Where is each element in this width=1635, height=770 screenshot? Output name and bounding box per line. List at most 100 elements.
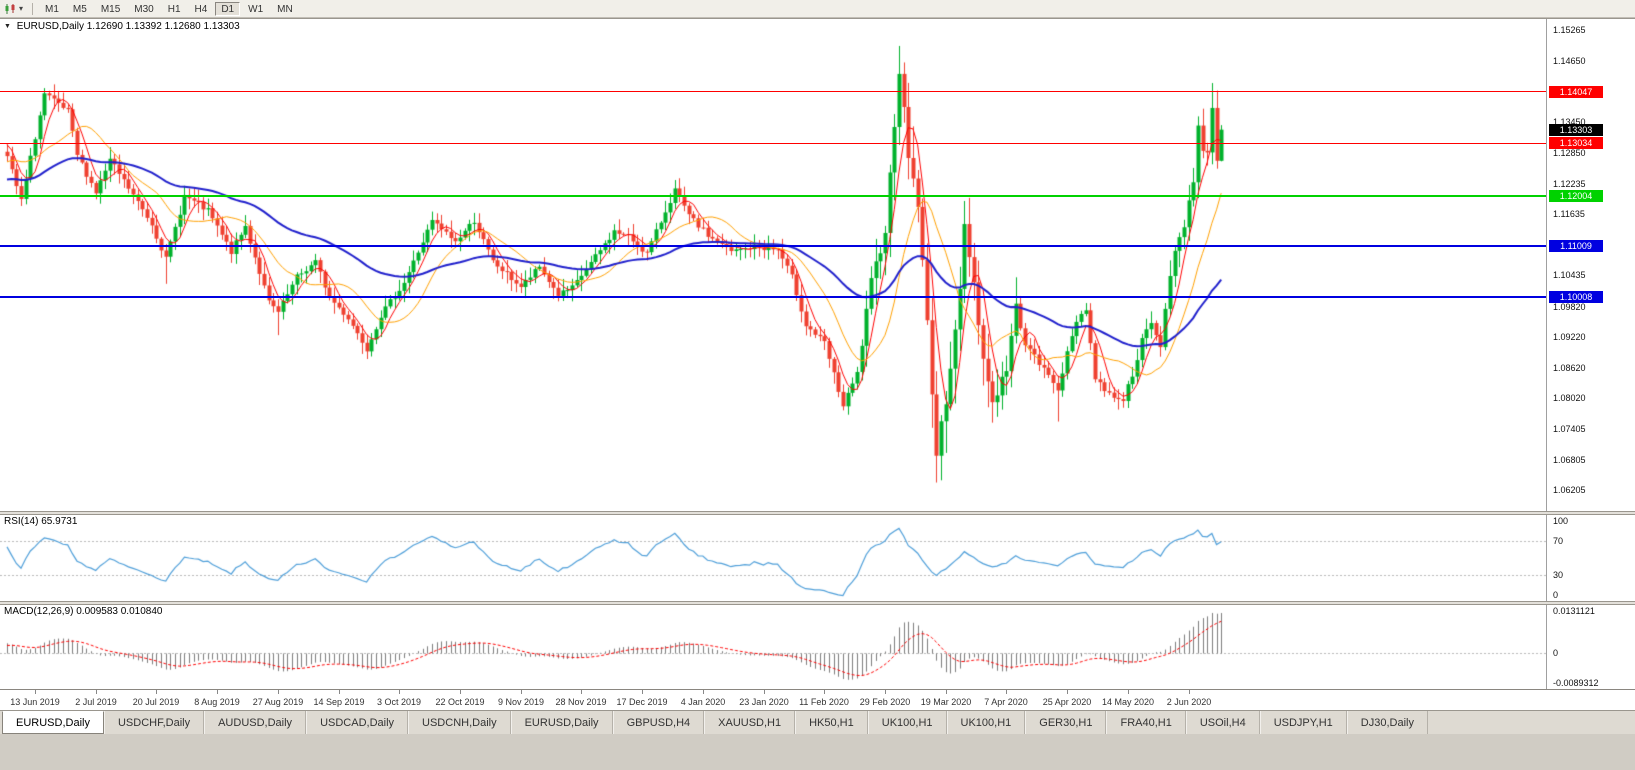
rsi-header: RSI(14) 65.9731 [4,516,78,527]
date-label: 14 Sep 2019 [313,697,365,707]
chart-tab-15-dj30-daily[interactable]: DJ30,Daily [1346,711,1428,734]
rsi-panel: RSI(14) 65.9731 [0,515,1546,601]
time-tick [581,690,582,694]
date-label: 19 Mar 2020 [920,697,972,707]
horizontal-line-1.13034[interactable] [0,143,1546,144]
time-tick [1189,690,1190,694]
time-tick [1006,690,1007,694]
date-label: 9 Nov 2019 [497,697,545,707]
time-tick [946,690,947,694]
time-tick [642,690,643,694]
chart-tab-5-eurusd-daily[interactable]: EURUSD,Daily [510,711,613,734]
candlestick-chart-icon[interactable] [4,3,16,15]
chart-tab-2-audusd-daily[interactable]: AUDUSD,Daily [204,711,307,734]
price-tick-label: 1.14650 [1553,56,1586,66]
date-label: 23 Jan 2020 [739,697,789,707]
collapse-indicator-icon[interactable]: ▼ [4,23,11,30]
chart-tab-13-usoil-h4[interactable]: USOil,H4 [1185,711,1260,734]
timeframe-button-d1[interactable]: D1 [215,1,241,16]
chart-tab-8-hk50-h1[interactable]: HK50,H1 [795,711,868,734]
chart-tab-9-uk100-h1[interactable]: UK100,H1 [867,711,947,734]
chart-tab-4-usdcnh-daily[interactable]: USDCNH,Daily [408,711,511,734]
price-chart-canvas[interactable] [0,19,1546,511]
macd-panel-splitter[interactable] [0,601,1635,605]
macd-canvas[interactable] [0,605,1546,689]
price-tick-label: 1.10435 [1553,270,1586,280]
timeframe-button-w1[interactable]: W1 [248,3,264,15]
time-axis[interactable]: 13 Jun 2019 2 Jul 2019 20 Jul 2019 8 Aug 20… [0,689,1635,711]
time-tick [1128,690,1129,694]
chart-area[interactable]: ▼ EURUSD,Daily 1.12690 1.13392 1.12680 1… [0,18,1635,711]
time-tick [35,690,36,694]
price-tick-label: 1.06805 [1553,455,1586,465]
date-label: 22 Oct 2019 [435,697,485,707]
macd-level-label: 0.0131121 [1553,606,1595,616]
date-label: 4 Jan 2020 [680,697,726,707]
date-label: 20 Jul 2019 [132,697,180,707]
chart-tab-0-eurusd-daily[interactable]: EURUSD,Daily [2,711,104,734]
chart-tab-7-xauusd-h1[interactable]: XAUUSD,H1 [704,711,796,734]
chart-tab-6-gbpusd-h4[interactable]: GBPUSD,H4 [612,711,705,734]
chart-tab-11-ger30-h1[interactable]: GER30,H1 [1025,711,1107,734]
time-tick [1067,690,1068,694]
date-label: 27 Aug 2019 [252,697,304,707]
date-label: 25 Apr 2020 [1042,697,1092,707]
price-tick-label: 1.08620 [1553,363,1586,373]
timeframe-button-mn[interactable]: MN [277,3,293,15]
chart-title: ▼ EURUSD,Daily 1.12690 1.13392 1.12680 1… [4,21,240,32]
price-tag-1.14047: 1.14047 [1549,86,1603,98]
macd-level-label: -0.0089312 [1553,678,1599,688]
rsi-level-label-70: 70 [1553,536,1564,546]
price-tick-label: 1.12850 [1553,148,1586,158]
time-tick [885,690,886,694]
timeframe-button-m5[interactable]: M5 [72,3,87,15]
horizontal-line-1.14047[interactable] [0,91,1546,92]
time-tick [156,690,157,694]
time-tick [96,690,97,694]
time-tick [399,690,400,694]
price-tag-1.11009: 1.11009 [1549,240,1603,252]
date-label: 14 May 2020 [1101,697,1155,707]
timeframe-button-m15[interactable]: M15 [100,3,121,15]
price-tick-label: 1.13450 [1553,117,1586,127]
price-tick-label: 1.09820 [1553,302,1586,312]
price-tag-1.10008: 1.10008 [1549,291,1603,303]
horizontal-line-1.11009[interactable] [0,245,1546,247]
date-label: 13 Jun 2019 [10,697,60,707]
price-tag-1.13034: 1.13034 [1549,137,1603,149]
chart-tab-3-usdcad-daily[interactable]: USDCAD,Daily [306,711,409,734]
macd-panel: MACD(12,26,9) 0.009583 0.010840 [0,605,1546,689]
time-tick [703,690,704,694]
time-tick [217,690,218,694]
horizontal-line-1.12004[interactable] [0,195,1546,197]
time-tick [824,690,825,694]
rsi-panel-splitter[interactable] [0,511,1635,515]
timeframe-button-h4[interactable]: H4 [194,3,208,15]
time-tick [339,690,340,694]
price-tick-label: 1.09220 [1553,332,1586,342]
chart-tabs-bar: EURUSD,Daily USDCHF,Daily AUDUSD,Daily USDC… [0,710,1635,734]
date-label: 28 Nov 2019 [555,697,607,707]
price-tick-label: 1.11635 [1553,209,1585,219]
macd-header: MACD(12,26,9) 0.009583 0.010840 [4,606,163,617]
rsi-canvas[interactable] [0,515,1546,601]
date-label: 11 Feb 2020 [799,697,849,707]
horizontal-line-1.10008[interactable] [0,296,1546,298]
timeframe-button-h1[interactable]: H1 [167,3,181,15]
chart-tab-12-fra40-h1[interactable]: FRA40,H1 [1106,711,1186,734]
rsi-level-label-0: 0 [1553,590,1559,600]
date-label: 3 Oct 2019 [376,697,422,707]
timeframe-button-m30[interactable]: M30 [134,3,154,15]
price-axis[interactable]: 1.15265 1.14650 1.13450 1.12850 1.12235 1.116… [1546,19,1635,689]
time-tick [521,690,522,694]
price-tick-label: 1.12235 [1553,179,1586,189]
date-label: 2 Jun 2020 [1166,697,1212,707]
chart-tab-1-usdchf-daily[interactable]: USDCHF,Daily [103,711,205,734]
price-tag-1.12004: 1.12004 [1549,190,1603,202]
timeframe-button-m1[interactable]: M1 [45,3,59,15]
chart-type-dropdown-icon[interactable]: ▾ [19,3,24,13]
chart-tab-10-uk100-h1[interactable]: UK100,H1 [946,711,1026,734]
timeframe-toolbar: ▾ M1 M5 M15 M30 H1 H4 D1 W1 MN [0,0,1635,18]
chart-tab-14-usdjpy-h1[interactable]: USDJPY,H1 [1259,711,1347,734]
